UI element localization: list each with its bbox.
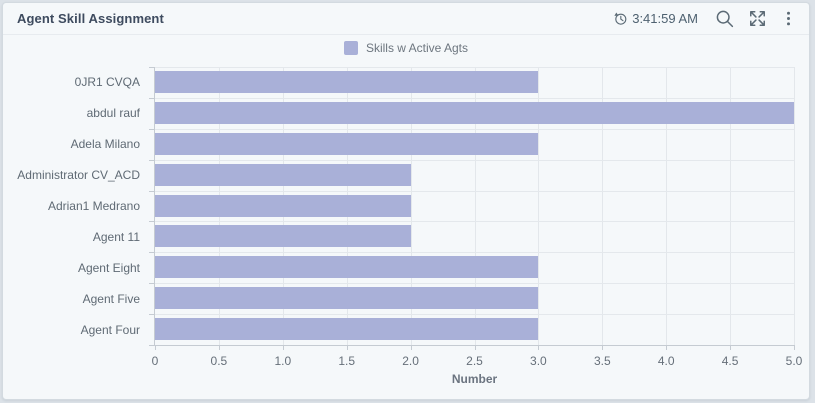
x-tick-mark bbox=[666, 345, 668, 350]
x-tick-label: 0 bbox=[151, 354, 159, 368]
widget-header: Agent Skill Assignment 3:41:59 AM bbox=[3, 3, 809, 35]
grid-line-horizontal bbox=[155, 97, 794, 99]
chart-plot-area: Number 0 0.5 1.0 1.5 2.0 2.5 3.0 3.5 4.0 4.5 5.0 bbox=[149, 67, 802, 386]
x-tick-mark bbox=[474, 345, 476, 350]
grid-line-vertical bbox=[666, 67, 668, 345]
x-tick-label: 1.5 bbox=[338, 354, 356, 368]
x-tick-label: 0.5 bbox=[210, 354, 228, 368]
grid-line-horizontal bbox=[155, 252, 794, 254]
bar-administrator-cv-acd[interactable] bbox=[155, 163, 411, 186]
y-axis-label: Agent Eight bbox=[77, 260, 140, 275]
y-tick-mark bbox=[149, 190, 155, 192]
y-tick-mark bbox=[149, 159, 155, 161]
y-axis-label: 0JR1 CVQA bbox=[74, 75, 140, 90]
x-tick-label: 4.0 bbox=[657, 354, 675, 368]
y-axis-labels: 0JR1 CVQA abdul rauf Adela Milano Administr… bbox=[3, 67, 146, 345]
bar-agent-four[interactable] bbox=[155, 318, 539, 341]
grid-line-horizontal bbox=[155, 221, 794, 223]
x-tick-label: 3.0 bbox=[530, 354, 547, 368]
grid-line-vertical bbox=[474, 67, 476, 345]
x-axis-title: Number bbox=[451, 372, 498, 386]
refresh-time-text: 3:41:59 AM bbox=[632, 11, 698, 26]
x-tick-mark bbox=[602, 345, 604, 350]
kebab-menu-icon[interactable] bbox=[780, 10, 797, 27]
grid-line-horizontal bbox=[155, 67, 794, 68]
grid-line-vertical bbox=[602, 67, 604, 345]
bar-0jr1-cvqa[interactable] bbox=[155, 71, 539, 93]
x-tick-mark bbox=[730, 345, 732, 350]
header-controls: 3:41:59 AM bbox=[613, 8, 797, 29]
bar-agent-11[interactable] bbox=[155, 225, 411, 248]
bar-agent-eight[interactable] bbox=[155, 256, 539, 279]
grid-line-vertical bbox=[730, 67, 732, 345]
x-tick-mark bbox=[794, 345, 795, 350]
bar-abdul-rauf[interactable] bbox=[155, 101, 794, 124]
x-tick-label: 2.5 bbox=[466, 354, 483, 368]
x-tick-mark bbox=[538, 345, 540, 350]
x-tick-mark bbox=[410, 345, 412, 350]
y-tick-mark bbox=[149, 345, 155, 346]
x-tick-label: 1.0 bbox=[274, 354, 292, 368]
chart-legend-item[interactable]: Skills w Active Agts bbox=[3, 41, 809, 55]
x-tick-label: 2.0 bbox=[402, 354, 419, 368]
x-tick-label: 5.0 bbox=[785, 354, 803, 368]
legend-swatch bbox=[343, 41, 358, 55]
y-axis-label: Adrian1 Medrano bbox=[47, 198, 140, 213]
y-axis-label: Adela Milano bbox=[70, 137, 140, 152]
y-tick-mark bbox=[149, 67, 155, 68]
legend-label: Skills w Active Agts bbox=[365, 41, 469, 55]
grid-line-horizontal bbox=[155, 159, 794, 161]
x-tick-label: 4.5 bbox=[721, 354, 739, 368]
y-tick-mark bbox=[149, 252, 155, 254]
x-tick-mark bbox=[346, 345, 348, 350]
grid-line-horizontal bbox=[155, 283, 794, 285]
y-tick-mark bbox=[149, 221, 155, 223]
x-tick-mark bbox=[155, 345, 156, 350]
y-axis-label: abdul rauf bbox=[86, 106, 140, 121]
grid-line-vertical bbox=[410, 67, 412, 345]
grid-line-horizontal bbox=[155, 314, 794, 316]
y-axis-label: Agent 11 bbox=[92, 229, 140, 244]
search-icon[interactable] bbox=[714, 8, 735, 29]
report-widget-card: Agent Skill Assignment 3:41:59 AM bbox=[2, 2, 810, 400]
grid-line-horizontal bbox=[155, 128, 794, 130]
grid-line-horizontal bbox=[155, 190, 794, 192]
y-tick-mark bbox=[149, 314, 155, 316]
history-clock-icon bbox=[614, 12, 627, 25]
y-axis-label: Administrator CV_ACD bbox=[17, 168, 140, 183]
bar-agent-five[interactable] bbox=[155, 287, 539, 310]
bar-adrian1-medrano[interactable] bbox=[155, 194, 411, 217]
y-axis-label: Agent Five bbox=[82, 291, 140, 306]
grid-line-vertical bbox=[794, 67, 795, 345]
widget-title: Agent Skill Assignment bbox=[17, 11, 164, 26]
y-tick-mark bbox=[149, 283, 155, 285]
x-tick-mark bbox=[218, 345, 220, 350]
y-tick-mark bbox=[149, 128, 155, 130]
expand-fullscreen-icon[interactable] bbox=[748, 9, 767, 28]
grid-line-vertical bbox=[538, 67, 540, 345]
x-tick-label: 3.5 bbox=[593, 354, 611, 368]
y-tick-mark bbox=[149, 97, 155, 99]
last-refresh-indicator: 3:41:59 AM bbox=[613, 11, 698, 26]
x-tick-mark bbox=[282, 345, 284, 350]
bar-adela-milano[interactable] bbox=[155, 132, 539, 155]
y-axis-label: Agent Four bbox=[80, 322, 140, 337]
